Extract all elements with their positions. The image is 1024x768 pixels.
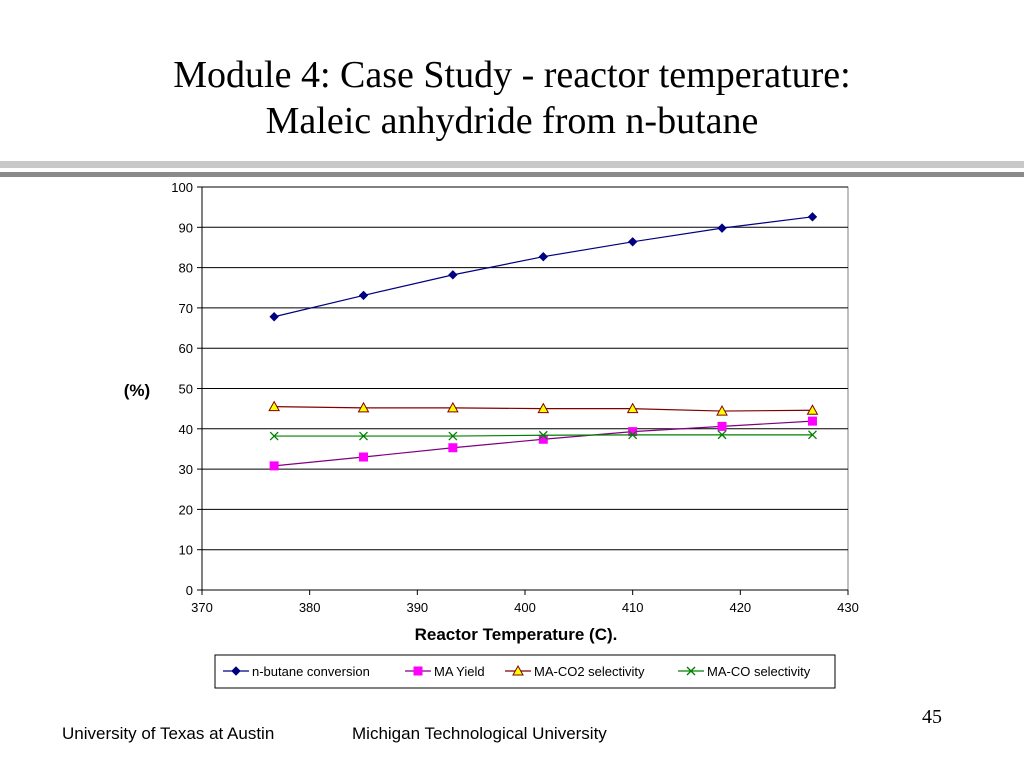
- point-triangle: [447, 401, 459, 413]
- x-tick-label: 430: [837, 600, 859, 615]
- point-square: [807, 416, 817, 426]
- title-rule-light: [0, 161, 1024, 168]
- point-diamond: [627, 237, 638, 247]
- point-square: [717, 421, 727, 431]
- y-tick-label: 100: [171, 180, 193, 195]
- chart-legend: n-butane conversion MA Yield MA-CO2 select…: [214, 654, 836, 689]
- point-triangle: [357, 401, 370, 413]
- point-x-stroke: [628, 430, 638, 440]
- slide-title-line2: Maleic anhydride from n-butane: [265, 100, 759, 142]
- point-diamond: [717, 223, 727, 233]
- point-square: [269, 461, 279, 471]
- point-diamond: [538, 252, 549, 262]
- point-x-stroke: [538, 430, 548, 440]
- point-triangle: [626, 402, 639, 414]
- series-n-butane-conversion: [269, 212, 818, 322]
- footer-right: Michigan Technological University: [352, 724, 607, 743]
- y-tick-label: 70: [179, 301, 193, 316]
- point-diamond: [358, 290, 369, 301]
- point-diamond: [231, 666, 241, 676]
- x-tick-label: 400: [514, 600, 536, 615]
- point-x: [686, 666, 696, 676]
- point-x: [717, 430, 727, 440]
- y-tick-label: 60: [179, 341, 193, 356]
- x-tick-label: 420: [729, 600, 751, 615]
- point-triangle: [512, 664, 524, 676]
- point-square: [359, 452, 368, 462]
- y-axis-label: (%): [124, 381, 150, 400]
- point-triangle: [716, 405, 728, 416]
- y-tick-label: 10: [179, 543, 193, 558]
- legend-label: MA-CO selectivity: [707, 664, 811, 679]
- y-tick-label: 90: [179, 220, 193, 235]
- point-triangle: [268, 400, 280, 412]
- x-tick-label: 370: [191, 600, 213, 615]
- series-ma-co-selectivity: [269, 430, 817, 441]
- y-tick-label: 50: [179, 382, 193, 397]
- y-tick-label: 20: [179, 502, 193, 517]
- x-axis-label: Reactor Temperature (C).: [415, 625, 618, 644]
- slide-title: Module 4: Case Study - reactor temperatu…: [0, 52, 1024, 144]
- point-x-stroke: [269, 431, 279, 441]
- point-triangle: [806, 404, 819, 415]
- legend-label: n-butane conversion: [252, 664, 370, 679]
- point-x: [628, 430, 638, 440]
- legend-label: MA-CO2 selectivity: [534, 664, 645, 679]
- series-ma-co2-selectivity: [268, 400, 819, 416]
- footer-left: University of Texas at Austin: [62, 724, 275, 743]
- x-tick-label: 390: [406, 600, 428, 615]
- x-tick-label: 410: [622, 600, 644, 615]
- point-x: [448, 431, 458, 441]
- y-tick-label: 30: [179, 462, 193, 477]
- point-x: [269, 431, 279, 441]
- point-diamond: [448, 270, 458, 280]
- point-diamond: [807, 212, 818, 222]
- y-tick-label: 40: [179, 422, 193, 437]
- point-square: [538, 434, 548, 444]
- point-triangle: [537, 402, 550, 414]
- point-x-stroke: [717, 430, 727, 440]
- title-rule-dark: [0, 172, 1024, 177]
- point-x: [359, 431, 368, 441]
- page-number: 45: [922, 706, 942, 728]
- legend-label: MA Yield: [434, 664, 485, 679]
- point-x: [538, 430, 548, 440]
- point-x-stroke: [448, 431, 458, 441]
- point-square: [448, 443, 458, 453]
- point-x: [808, 430, 817, 440]
- point-x-stroke: [686, 666, 696, 676]
- x-tick-label: 380: [299, 600, 321, 615]
- point-square: [413, 666, 423, 676]
- series-ma-yield: [269, 416, 817, 471]
- slide-title-line1: Module 4: Case Study - reactor temperatu…: [173, 54, 851, 96]
- point-diamond: [269, 312, 279, 322]
- y-tick-label: 80: [179, 261, 193, 276]
- point-x-stroke: [808, 430, 817, 440]
- point-x-stroke: [359, 431, 368, 441]
- y-tick-label: 0: [186, 583, 193, 598]
